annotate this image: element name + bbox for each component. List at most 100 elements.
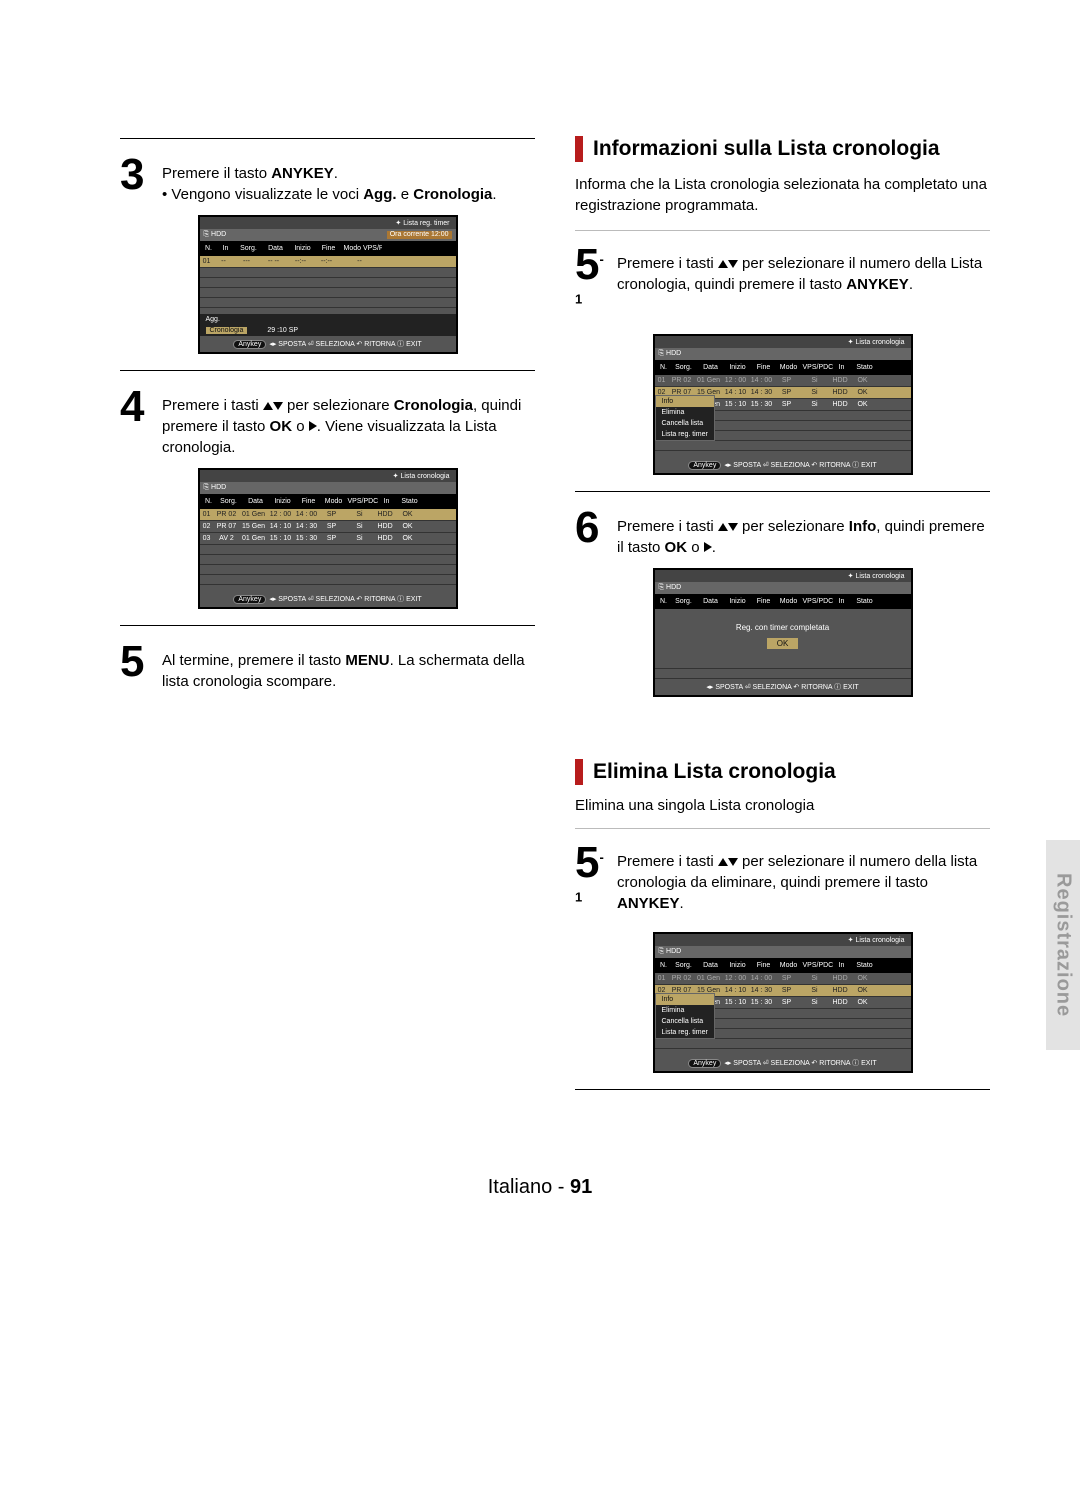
foot-text: ◂▸ SPOSTA ⏎ SELEZIONA ↶ RITORNA ⓘ EXIT [724,462,876,469]
osd-footer: Anykey◂▸ SPOSTA ⏎ SELEZIONA ↶ RITORNA ⓘ … [200,336,456,352]
left-column: 3 Premere il tasto ANYKEY. • Vengono vis… [120,130,535,1106]
t: HDD [666,350,681,357]
osd-footer: ◂▸ SPOSTA ⏎ SELEZIONA ↶ RITORNA ⓘ EXIT [655,679,911,695]
bold: Info [849,518,877,535]
t: Premere i tasti [162,397,263,414]
step-number: 5-1 [575,245,607,324]
t: Premere i tasti [617,255,718,272]
step-5-1b: 5-1 Premere i tasti per selezionare il n… [575,843,990,922]
step-text: Al termine, premere il tasto MENU. La sc… [162,642,535,692]
osd-thead: N.Sorg.DataInizioFineModoVPS/PDCInStato [655,594,911,609]
osd-thead: N.Sorg.DataInizioFineModoVPS/PDCInStato [655,958,911,973]
foot-text: ◂▸ SPOSTA ⏎ SELEZIONA ↶ RITORNA ⓘ EXIT [269,596,421,603]
step-text: Premere i tasti per selezionare Info, qu… [617,508,990,558]
down-icon [273,402,283,410]
t: Premere i tasti [617,853,718,870]
step-4: 4 Premere i tasti per selezionare Cronol… [120,387,535,458]
osd-crono-info: ✦ Lista cronologia ⎘ HDD N.Sorg.DataIniz… [653,334,913,475]
context-menu: InfoEliminaCancella listaLista reg. time… [655,993,715,1039]
hdd-label: ⎘ HDD [204,484,227,492]
t: per selezionare [738,518,849,535]
t: Premere il tasto [162,165,271,182]
osd-title: ✦ Lista reg. timer [200,217,456,229]
step-number: 5-1 [575,843,607,922]
osd-thead: N.Sorg.DataInizioFineModoVPS/PDCInStato [655,360,911,375]
down-icon [728,858,738,866]
step-5: 5 Al termine, premere il tasto MENU. La … [120,642,535,692]
osd-grid: 01PR 0201 Gen12 : 0014 : 00SPSiHDDOK02PR… [655,375,911,411]
up-icon [718,523,728,531]
osd-title: ✦ Lista cronologia [655,336,911,348]
footer-lang: Italiano [488,1176,553,1198]
t: HDD [211,231,226,238]
step-5-1: 5-1 Premere i tasti per selezionare il n… [575,245,990,324]
menu-item-selected: Cronologia [206,327,248,334]
foot-text: ◂▸ SPOSTA ⏎ SELEZIONA ↶ RITORNA ⓘ EXIT [269,341,421,348]
section-title: Informazioni sulla Lista cronologia [593,137,940,161]
osd-message: Reg. con timer completata [655,609,911,638]
hdd-label: ⎘ HDD [659,350,682,358]
section-title: Elimina Lista cronologia [593,760,836,784]
step-6: 6 Premere i tasti per selezionare Info, … [575,508,990,558]
up-icon [718,260,728,268]
section-desc: Elimina una singola Lista cronologia [575,797,990,814]
step-text: Premere i tasti per selezionare Cronolog… [162,387,535,458]
t: HDD [666,584,681,591]
step-text: Premere i tasti per selezionare il numer… [617,245,990,295]
menu-item: Agg. [200,314,456,325]
section-header-info: Informazioni sulla Lista cronologia [575,136,990,162]
hdd-label: ⎘ HDD [659,948,682,956]
context-menu: InfoEliminaCancella listaLista reg. time… [655,395,715,441]
bold: MENU [345,652,389,669]
t: Premere i tasti [617,518,718,535]
page-footer: Italiano - 91 [0,1176,1080,1199]
right-icon [704,542,712,552]
bold: Agg. [363,186,396,203]
osd-timer-list: ✦ Lista reg. timer ⎘ HDD Ora corrente 12… [198,215,458,354]
foot-text: ◂▸ SPOSTA ⏎ SELEZIONA ↶ RITORNA ⓘ EXIT [706,684,858,691]
osd-row: 01------- ----:----:---- [200,256,456,268]
anykey-badge: Anykey [688,461,721,470]
red-bar-icon [575,136,583,162]
osd-footer: Anykey◂▸ SPOSTA ⏎ SELEZIONA ↶ RITORNA ⓘ … [200,591,456,607]
step-number: 5 [120,642,152,682]
osd-crono-delete: ✦ Lista cronologia ⎘ HDD N.Sorg.DataIniz… [653,932,913,1073]
empty-rows [200,545,456,591]
menu-time: 29 :10 SP [267,327,298,334]
red-bar-icon [575,759,583,785]
t: per selezionare [283,397,394,414]
osd-crono-list: ✦ Lista cronologia ⎘ HDD N.Sorg.DataIniz… [198,468,458,609]
bold: ANYKEY [846,276,909,293]
section-desc: Informa che la Lista cronologia selezion… [575,174,990,216]
footer-sep: - [552,1176,570,1198]
t: e [397,186,414,203]
right-column: Informazioni sulla Lista cronologia Info… [575,130,990,1106]
t: . [712,539,716,556]
hdd-label: ⎘ HDD [204,231,227,239]
t: Al termine, premere il tasto [162,652,345,669]
empty-rows [200,268,456,314]
bold: ANYKEY [271,165,334,182]
osd-grid: 01PR 0201 Gen12 : 0014 : 00SPSiHDDOK02PR… [655,973,911,1009]
osd-crono-done: ✦ Lista cronologia ⎘ HDD N.Sorg.DataIniz… [653,568,913,697]
t: HDD [666,948,681,955]
anykey-badge: Anykey [233,595,266,604]
hdd-label: ⎘ HDD [659,584,682,592]
empty-rows [655,659,911,679]
osd-title: ✦ Lista cronologia [655,570,911,582]
t: HDD [211,484,226,491]
t: . [492,186,496,203]
down-icon [728,260,738,268]
step-number: 4 [120,387,152,427]
bold: Cronologia [394,397,473,414]
ok-button[interactable]: OK [767,638,799,649]
right-icon [309,421,317,431]
step-text: Premere i tasti per selezionare il numer… [617,843,990,914]
t: o [292,418,309,435]
down-icon [728,523,738,531]
osd-grid: 01PR 0201 Gen12 : 0014 : 00SPSiHDDOK02PR… [200,509,456,545]
step-number: 6 [575,508,607,548]
bold: Cronologia [413,186,492,203]
section-header-delete: Elimina Lista cronologia [575,759,990,785]
foot-text: ◂▸ SPOSTA ⏎ SELEZIONA ↶ RITORNA ⓘ EXIT [724,1060,876,1067]
